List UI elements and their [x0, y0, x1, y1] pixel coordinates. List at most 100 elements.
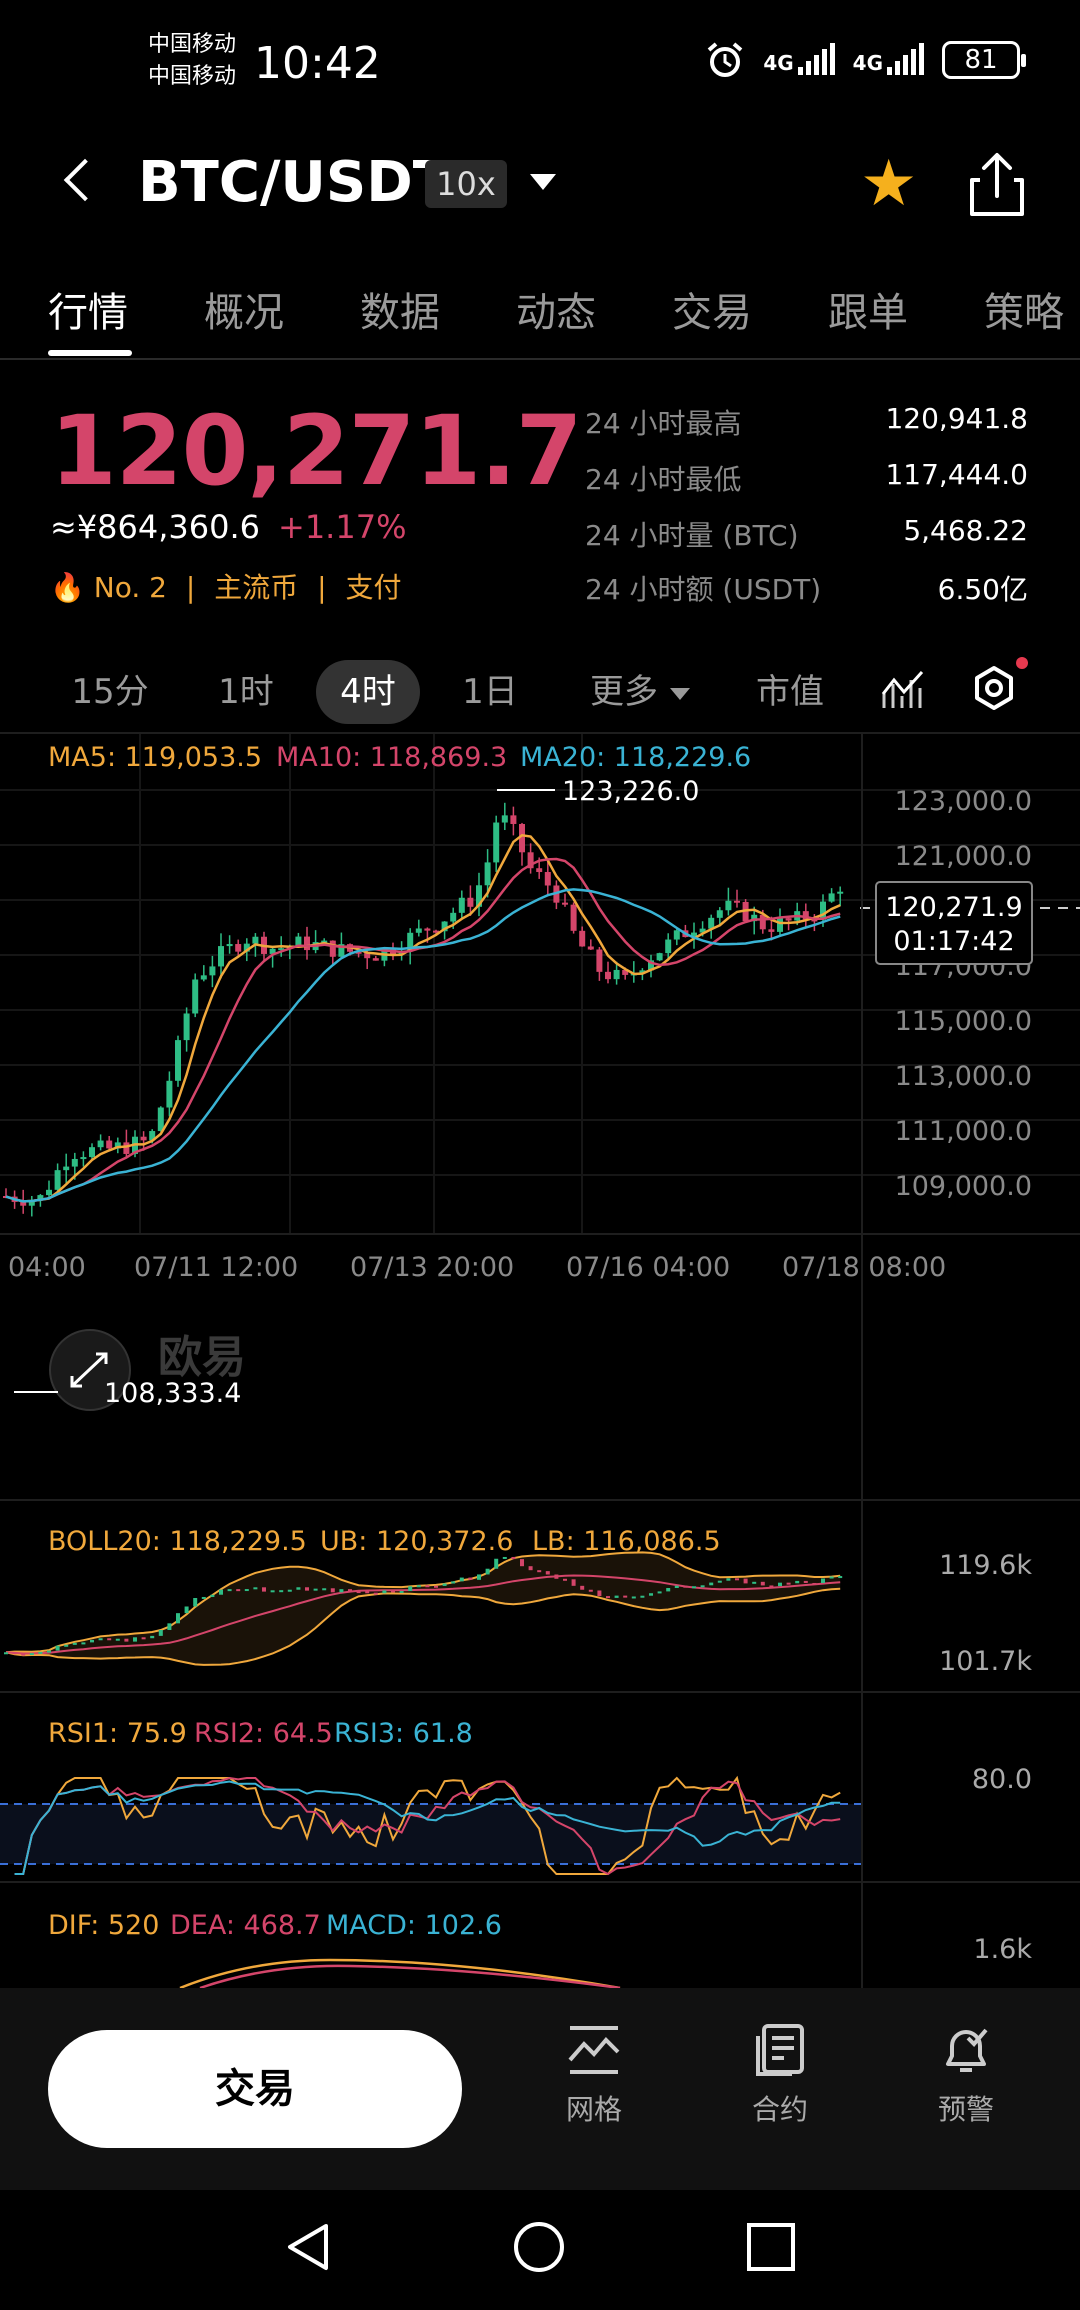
contract-button[interactable]: 合约 — [720, 2022, 840, 2128]
boll-candle — [528, 1566, 533, 1571]
signal-bars-icon — [797, 43, 835, 75]
interval-1d[interactable]: 1日 — [462, 672, 518, 712]
alert-button[interactable]: 预警 — [906, 2022, 1026, 2128]
candle-body — [106, 1140, 113, 1149]
candle-body — [802, 911, 809, 920]
divider — [0, 732, 1080, 734]
candle-body — [46, 1189, 52, 1196]
candle-body — [467, 897, 474, 907]
boll-candle — [4, 1652, 8, 1655]
candle-body — [673, 930, 680, 940]
candle-body — [648, 960, 654, 971]
x-tick-label: 07/16 04:00 — [566, 1252, 730, 1283]
ma10-line — [5, 857, 841, 1203]
pair-dropdown-icon[interactable] — [530, 174, 556, 190]
stat-volume-value: 5,468.22 — [903, 514, 1028, 547]
candle-body — [269, 948, 276, 954]
candle-body — [295, 936, 302, 947]
indicator-icon[interactable] — [880, 666, 926, 712]
boll-candle — [158, 1630, 163, 1636]
boll-candle — [253, 1587, 258, 1590]
y-tick-label: 115,000.0 — [895, 1006, 1032, 1037]
boll-candle — [416, 1585, 421, 1588]
carrier-2: 中国移动 — [148, 64, 237, 89]
candle-body — [37, 1195, 44, 1200]
nav-back-icon[interactable] — [282, 2220, 336, 2274]
nav-home-icon[interactable] — [512, 2220, 566, 2274]
last-price: 120,271.7 — [50, 395, 583, 507]
leverage-badge[interactable]: 10x — [425, 160, 507, 208]
candle-body — [708, 917, 715, 929]
boll-candle — [631, 1596, 636, 1599]
y-tick-label: 109,000.0 — [895, 1171, 1032, 1202]
tag-payment[interactable]: 支付 — [345, 571, 402, 604]
candle-body — [768, 929, 775, 932]
interval-more[interactable]: 更多 — [580, 660, 700, 724]
tab-trade[interactable]: 交易 — [672, 290, 752, 336]
y-tick-label: 123,000.0 — [895, 786, 1032, 817]
signal-1: 4G — [763, 43, 835, 75]
boll-candle — [588, 1589, 593, 1592]
interval-15m[interactable]: 15分 — [71, 672, 149, 712]
interval-4h[interactable]: 4时 — [316, 660, 420, 724]
interval-1h[interactable]: 1时 — [218, 672, 274, 712]
tab-strategy[interactable]: 策略 — [984, 290, 1064, 336]
candle-body — [785, 918, 792, 921]
rsi3-line — [14, 1780, 841, 1875]
boll-candle — [227, 1589, 232, 1592]
candle-body — [716, 910, 723, 918]
candle-body — [725, 900, 732, 911]
tab-market[interactable]: 行情 — [48, 290, 128, 336]
pair-title[interactable]: BTC/USDT — [138, 150, 451, 215]
settings-icon[interactable] — [970, 664, 1018, 712]
boll-candle — [219, 1589, 223, 1595]
nav-recent-icon[interactable] — [744, 2220, 798, 2274]
candle-body — [501, 815, 508, 823]
boll-candle — [477, 1574, 481, 1580]
candle-body — [811, 919, 818, 922]
boll-candle — [322, 1588, 327, 1591]
signal-bars-icon — [887, 43, 924, 75]
boll-candle — [72, 1642, 77, 1645]
candle-body — [63, 1166, 70, 1171]
boll-candle — [709, 1582, 714, 1586]
interval-market-cap[interactable]: 市值 — [756, 672, 824, 712]
kline-chart[interactable]: MA5: 119,053.5 MA10: 118,869.3 MA20: 118… — [0, 734, 1080, 1988]
boll-candle — [795, 1580, 800, 1584]
grid-button[interactable]: 网格 — [534, 2022, 654, 2128]
boll-candle — [554, 1574, 559, 1579]
trade-button[interactable]: 交易 — [48, 2030, 462, 2148]
share-icon[interactable] — [966, 150, 1028, 220]
tab-overview[interactable]: 概况 — [204, 290, 284, 336]
candle-body — [54, 1170, 61, 1190]
y-tick-label: 113,000.0 — [895, 1061, 1032, 1092]
candle-body — [166, 1080, 173, 1108]
macd-panel — [179, 1958, 621, 1988]
tag-mainstream[interactable]: 主流币 — [214, 571, 299, 604]
boll-ub-label: UB: 120,372.6 — [320, 1526, 513, 1557]
tab-copy-trading[interactable]: 跟单 — [828, 290, 908, 336]
battery-icon: 81 — [942, 41, 1026, 79]
boll-candle — [47, 1650, 51, 1653]
favorite-star-icon[interactable]: ★ — [860, 147, 918, 221]
tab-data[interactable]: 数据 — [360, 290, 440, 336]
rsi-panel — [0, 1775, 862, 1876]
boll-candle — [485, 1568, 490, 1575]
tab-news[interactable]: 动态 — [516, 290, 596, 336]
boll-candle — [115, 1638, 120, 1641]
x-axis: 04:00 07/11 12:00 07/13 20:00 07/16 04:00 07… — [8, 1252, 946, 1283]
current-price-label: 120,271.9 — [885, 892, 1022, 923]
boll-mid-line — [5, 1574, 841, 1655]
high-marker-label: 123,226.0 — [562, 776, 699, 807]
boll-band-fill — [6, 1552, 841, 1665]
boll-candle — [365, 1591, 370, 1594]
candle-body — [570, 904, 577, 931]
boll-candle — [296, 1587, 301, 1590]
candle-body — [243, 943, 250, 952]
candle-body — [622, 969, 629, 975]
boll-candle — [494, 1558, 499, 1569]
candle-body — [114, 1142, 121, 1149]
boll-candle — [64, 1644, 69, 1647]
stat-high-label: 24 小时最高 — [585, 407, 742, 440]
back-icon[interactable] — [63, 158, 107, 202]
